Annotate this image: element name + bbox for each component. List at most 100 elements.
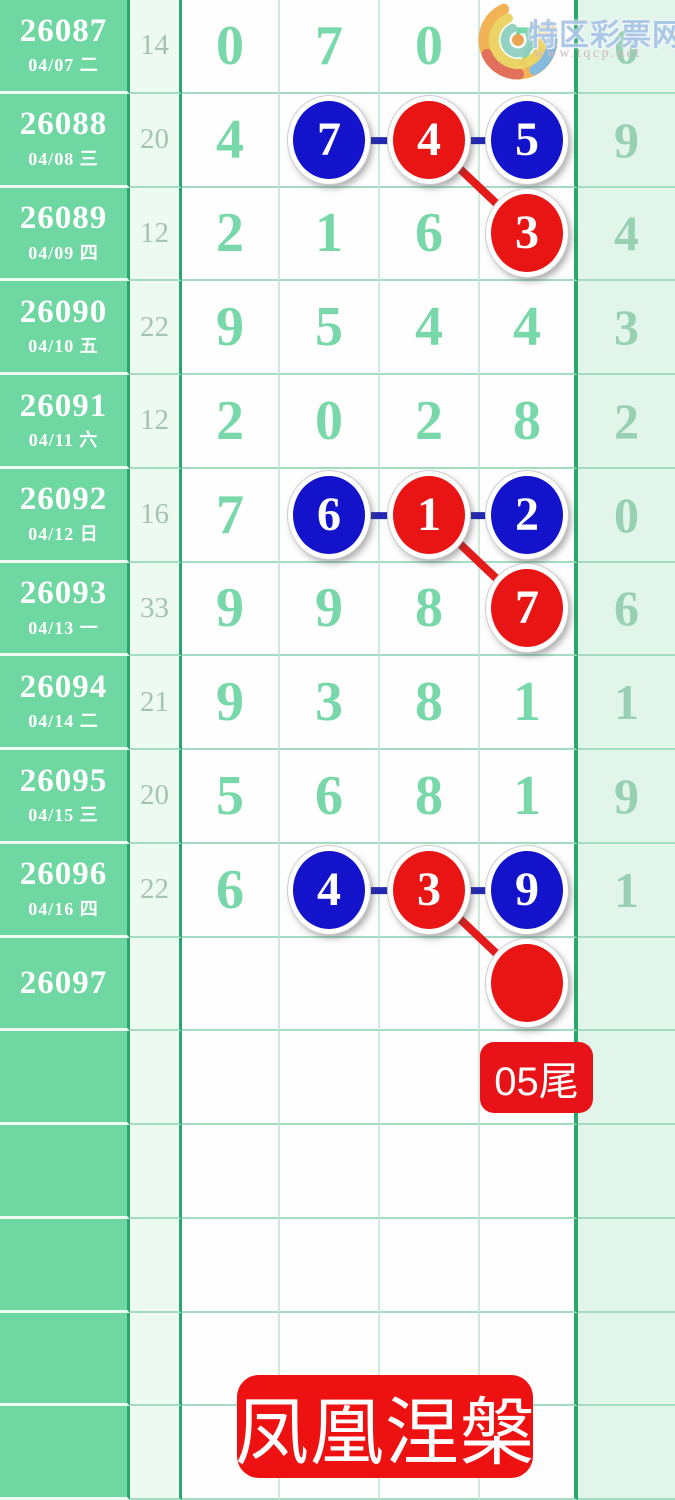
digit-cell [380,1125,480,1219]
digit-cell: 7 [280,0,380,94]
period-cell: 26087 04/07 二 [0,0,130,94]
period-number: 26091 [19,387,108,424]
period-date: 04/13 一 [28,617,99,638]
sum-value: 22 [140,873,169,906]
period-number: 26095 [19,762,108,799]
digit-cell: 9 [480,843,578,938]
period-cell: 26095 04/15 三 [0,750,130,844]
digit-cell: 2 [182,375,280,469]
digit: 8 [415,577,443,640]
sum-cell: 14 [130,0,182,94]
tail-digit-cell: 1 [578,843,675,938]
tail-digit-cell: 9 [578,750,675,844]
period-cell: 26097 [0,937,130,1032]
circled-digit: 3 [388,845,470,934]
tail-digit-cell: 4 [578,187,675,282]
sum-cell: 16 [130,468,182,563]
sum-cell: 20 [130,750,182,844]
sum-cell: 12 [130,187,182,282]
digit-cell [182,937,280,1032]
digit-cell [380,937,480,1032]
period-number: 26097 [19,964,108,1001]
digit-cell: 6 [380,187,480,282]
period-date: 04/14 二 [28,711,99,732]
sum-value: 20 [140,123,169,156]
sum-cell: 22 [130,281,182,375]
period-date: 04/16 四 [28,898,99,919]
digit-cell [480,937,578,1032]
circled-digit: 3 [486,189,568,278]
tail-digit-cell [578,937,675,1032]
digit: 1 [513,764,541,827]
period-cell: 26090 04/10 五 [0,281,130,375]
digit: 9 [614,767,639,824]
digit: 6 [216,858,244,921]
digit-cell [280,1218,380,1313]
digit-cell [480,1218,578,1313]
digit-cell: 2 [182,187,280,282]
sum-cell [130,1031,182,1125]
period-date: 04/08 三 [28,148,99,169]
digit: 6 [315,764,343,827]
period-number: 26087 [19,12,108,49]
digit: 9 [216,671,244,734]
digit: 2 [216,389,244,452]
digit: 0 [614,486,639,543]
period-number: 26096 [19,856,108,893]
digit-cell: 3 [280,656,380,750]
circled-digit: 4 [388,95,470,184]
sum-cell [130,937,182,1032]
tail-digit-cell [578,1125,675,1219]
digit: 4 [415,296,443,359]
period-cell: 26091 04/11 六 [0,375,130,469]
tail-digit-cell [578,1406,675,1500]
digit-cell: 3 [480,187,578,282]
period-cell [0,1406,130,1500]
tail-digit-cell: 2 [578,375,675,469]
digit-cell: 6 [182,843,280,938]
circled-digit: 4 [288,845,370,934]
digit: 0 [415,14,443,77]
digit-cell [182,1125,280,1219]
digit-cell: 0 [280,375,380,469]
digit-cell [380,1031,480,1125]
digit: 6 [415,202,443,265]
digit-cell: 9 [182,562,280,657]
period-cell [0,1125,130,1219]
period-cell: 26092 04/12 日 [0,468,130,563]
tail-digit-cell [578,1218,675,1313]
sum-value: 12 [140,216,169,249]
period-number: 26093 [19,575,108,612]
watermark-title: 特区彩票网 [528,19,675,52]
digit-cell: 6 [280,468,380,563]
tail-digit-cell: 0 [578,0,675,94]
period-date: 04/09 四 [28,242,99,263]
digit: 0 [216,14,244,77]
digit: 0 [614,17,639,74]
circled-digit: 6 [288,470,370,559]
digit: 4 [614,205,639,262]
digit-cell: 9 [182,656,280,750]
period-number: 26094 [19,668,108,705]
digit-cell: 7 [480,562,578,657]
digit: 3 [614,299,639,356]
period-cell: 26094 04/14 二 [0,656,130,750]
digit-cell: 6 [280,750,380,844]
tail-digit-cell [578,1312,675,1407]
digit: 8 [415,764,443,827]
sum-value: 20 [140,779,169,812]
digit-cell: 1 [380,468,480,563]
digit-cell: 9 [280,562,380,657]
period-cell: 26088 04/08 三 [0,93,130,188]
circled-digit: 5 [486,95,568,184]
digit: 4 [216,108,244,171]
sum-cell: 21 [130,656,182,750]
digit: 5 [315,296,343,359]
digit-cell: 8 [480,375,578,469]
digit-cell [280,1031,380,1125]
banner-text: 凤凰涅槃 [235,1375,534,1478]
digit-cell [182,1031,280,1125]
sum-cell [130,1218,182,1313]
